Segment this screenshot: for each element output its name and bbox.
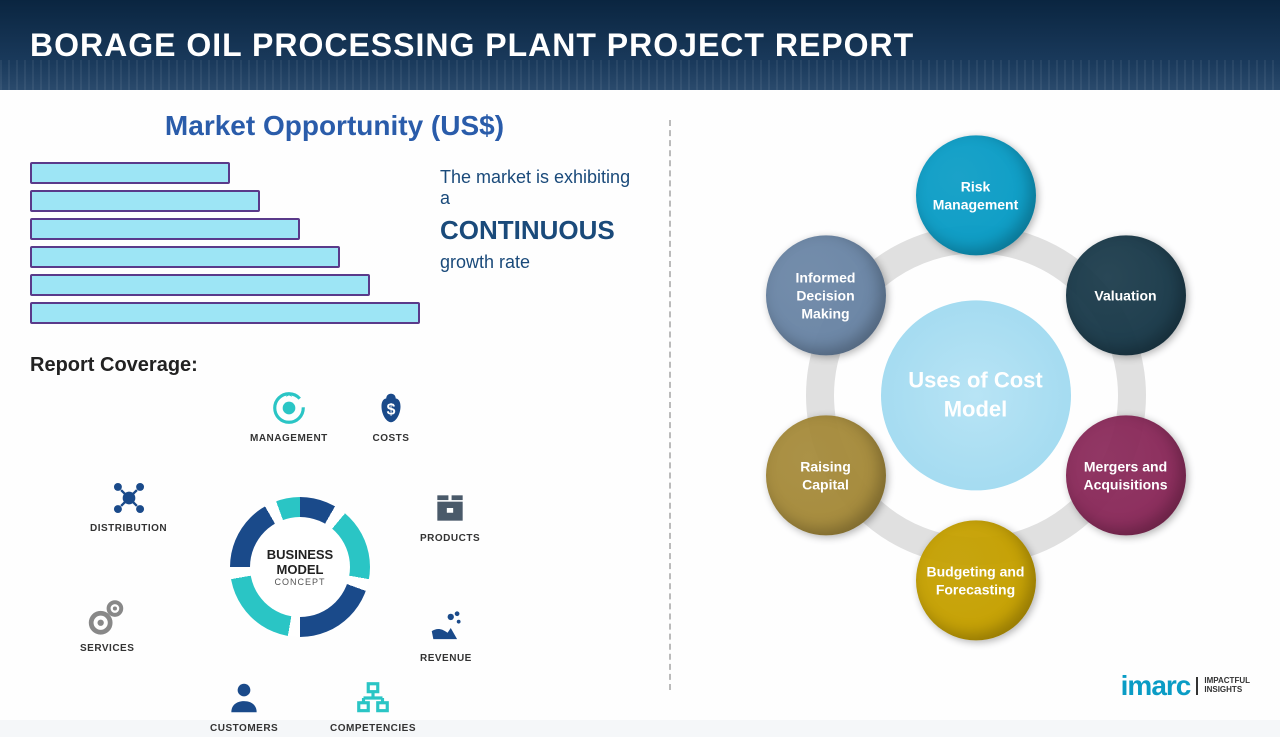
orbit-node: Informed Decision Making xyxy=(766,235,886,355)
brand-logo: imarc IMPACTFUL INSIGHTS xyxy=(1121,670,1250,702)
logo-tag2: INSIGHTS xyxy=(1204,685,1242,694)
bm-item-costs: $ COSTS xyxy=(370,387,412,444)
bm-label: COSTS xyxy=(373,433,410,444)
bm-text-3: CONCEPT xyxy=(274,577,325,587)
bar-chart-bars xyxy=(30,162,420,324)
management-icon xyxy=(268,387,310,429)
customers-icon xyxy=(223,677,265,719)
orbit-node: Risk Management xyxy=(916,135,1036,255)
cost-model-center: Uses of Cost Model xyxy=(881,300,1071,490)
logo-tagline: IMPACTFUL INSIGHTS xyxy=(1196,677,1250,695)
logo-text: imarc xyxy=(1121,670,1191,702)
bm-item-products: PRODUCTS xyxy=(420,487,480,544)
bm-item-services: SERVICES xyxy=(80,597,134,654)
bm-label: CUSTOMERS xyxy=(210,723,278,734)
costs-icon: $ xyxy=(370,387,412,429)
bm-label: PRODUCTS xyxy=(420,533,480,544)
orbit-node: Raising Capital xyxy=(766,415,886,535)
competencies-icon xyxy=(352,677,394,719)
left-panel: Market Opportunity (US$) The market is e… xyxy=(0,90,669,720)
growth-line1: The market is exhibiting a xyxy=(440,167,639,209)
chart-bar xyxy=(30,246,340,268)
bm-item-management: MANAGEMENT xyxy=(250,387,328,444)
bm-label: COMPETENCIES xyxy=(330,723,416,734)
coverage-label: Report Coverage: xyxy=(30,354,639,377)
content-area: Market Opportunity (US$) The market is e… xyxy=(0,90,1280,720)
revenue-icon xyxy=(425,607,467,649)
bm-item-revenue: REVENUE xyxy=(420,607,472,664)
logo-tag1: IMPACTFUL xyxy=(1204,676,1250,685)
bm-item-customers: CUSTOMERS xyxy=(210,677,278,734)
cost-model-diagram: Uses of Cost Model Risk ManagementValuat… xyxy=(736,155,1216,635)
business-model-inner: BUSINESS MODEL CONCEPT xyxy=(250,517,350,617)
chart-bar xyxy=(30,190,260,212)
right-panel: Uses of Cost Model Risk ManagementValuat… xyxy=(671,90,1280,720)
svg-text:$: $ xyxy=(387,401,396,418)
growth-text-block: The market is exhibiting a CONTINUOUS gr… xyxy=(440,162,639,324)
bm-text-1: BUSINESS xyxy=(267,547,333,562)
bm-text-2: MODEL xyxy=(277,562,324,577)
bm-label: MANAGEMENT xyxy=(250,433,328,444)
services-icon xyxy=(86,597,128,639)
chart-bar xyxy=(30,274,370,296)
orbit-node: Valuation xyxy=(1066,235,1186,355)
business-model-center: BUSINESS MODEL CONCEPT xyxy=(230,497,370,637)
bm-label: REVENUE xyxy=(420,653,472,664)
distribution-icon xyxy=(108,477,150,519)
market-chart: The market is exhibiting a CONTINUOUS gr… xyxy=(30,162,639,324)
bm-label: DISTRIBUTION xyxy=(90,523,167,534)
bm-item-competencies: COMPETENCIES xyxy=(330,677,416,734)
header-banner: BORAGE OIL PROCESSING PLANT PROJECT REPO… xyxy=(0,0,1280,90)
growth-line2: growth rate xyxy=(440,252,639,273)
business-model-diagram: BUSINESS MODEL CONCEPT MANAGEMENT $ COSTS D… xyxy=(30,387,550,737)
chart-bar xyxy=(30,302,420,324)
market-chart-title: Market Opportunity (US$) xyxy=(30,110,639,142)
bm-item-distribution: DISTRIBUTION xyxy=(90,477,167,534)
orbit-node: Mergers and Acquisitions xyxy=(1066,415,1186,535)
products-icon xyxy=(429,487,471,529)
chart-bar xyxy=(30,218,300,240)
chart-bar xyxy=(30,162,230,184)
orbit-node: Budgeting and Forecasting xyxy=(916,520,1036,640)
bm-label: SERVICES xyxy=(80,643,134,654)
page-title: BORAGE OIL PROCESSING PLANT PROJECT REPO… xyxy=(30,27,914,64)
growth-emphasis: CONTINUOUS xyxy=(440,215,639,246)
